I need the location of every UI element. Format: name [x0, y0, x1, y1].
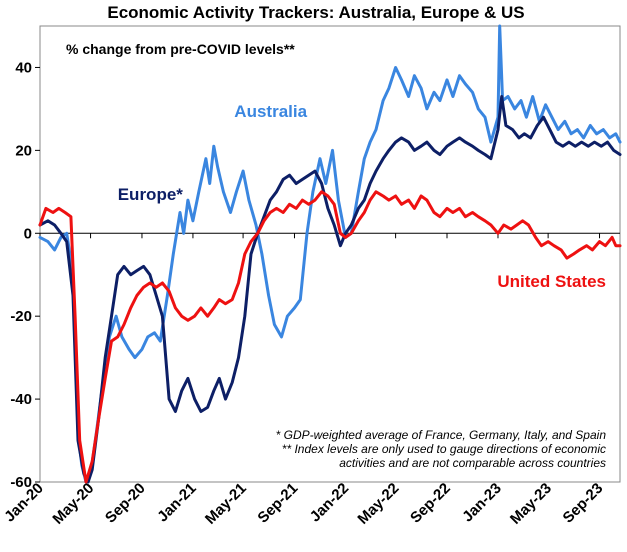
- footnotes: * GDP-weighted average of France, German…: [276, 428, 607, 470]
- series-lines: [38, 24, 622, 484]
- y-tick-label: -20: [10, 308, 32, 325]
- y-tick-label: 40: [15, 59, 32, 76]
- footnote-3: activities and are not comparable across…: [339, 456, 606, 470]
- footnote-2: ** Index levels are only used to gauge d…: [282, 442, 606, 456]
- x-tick-label: May-21: [202, 480, 250, 528]
- y-tick-label: 0: [24, 225, 32, 242]
- y-axis-note: % change from pre-COVID levels**: [66, 41, 295, 57]
- footnote-1: * GDP-weighted average of France, German…: [276, 428, 607, 442]
- x-tick-label: Sep-23: [560, 480, 607, 527]
- x-tick-label: May-22: [354, 480, 402, 528]
- plot-frame: [39, 25, 621, 483]
- y-tick-label: -40: [10, 391, 32, 408]
- x-tick-label: Sep-21: [254, 480, 301, 527]
- chart-title: Economic Activity Trackers: Australia, E…: [107, 3, 524, 22]
- x-tick-label: Sep-22: [407, 480, 454, 527]
- series-labels: Australia Europe* United States: [118, 102, 606, 291]
- series-line-united-states: [38, 190, 622, 484]
- series-label-australia: Australia: [234, 102, 307, 121]
- x-tick-label: May-23: [507, 480, 555, 528]
- series-line-australia: [38, 24, 622, 484]
- x-tick-label: Sep-20: [102, 480, 149, 527]
- series-label-united-states: United States: [497, 272, 606, 291]
- x-tick-label: May-20: [49, 480, 97, 528]
- y-tick-label: 20: [15, 142, 32, 159]
- x-tick-label: Jan-22: [307, 480, 353, 526]
- series-label-europe: Europe*: [118, 185, 184, 204]
- series-line-europe: [38, 95, 622, 484]
- x-tick-label: Jan-23: [459, 480, 505, 526]
- y-tick-label: -60: [10, 474, 32, 491]
- x-tick-label: Jan-21: [154, 480, 200, 526]
